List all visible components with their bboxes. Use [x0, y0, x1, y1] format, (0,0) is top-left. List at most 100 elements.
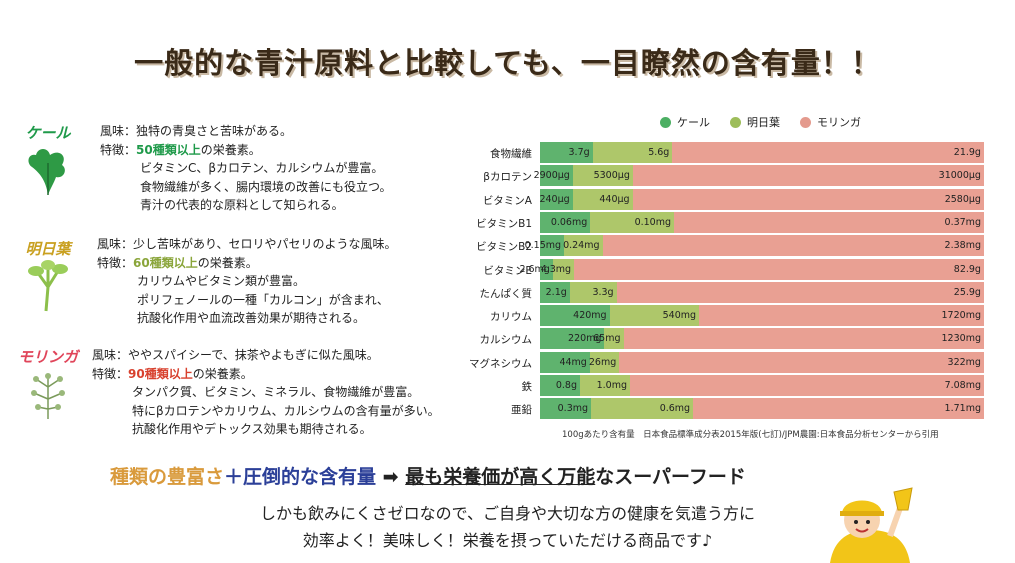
ashitaba-badge: 明日葉 — [8, 238, 88, 318]
chart-bar-ashitaba: 540mg — [609, 305, 700, 327]
ashitaba-leaf-icon — [28, 260, 68, 312]
chart-value-label: 440μg — [599, 193, 630, 205]
chart-bar-moringa: 1720mg — [699, 305, 984, 327]
moringa-name: モリンガ — [17, 348, 78, 366]
chart-bar-ashitaba: 3.3g — [569, 281, 617, 303]
chart-bar-row: 0.06mg 0.10mg 0.37mg — [540, 211, 984, 233]
chart-value-label: 420mg — [573, 310, 607, 322]
chart-category-label: カリウム — [490, 311, 532, 324]
ashitaba-detail-2: ポリフェノールの一種「カルコン」が含まれ、 — [137, 292, 389, 307]
chart-value-label: 0.06mg — [550, 216, 588, 228]
legend-item-ashitaba: 明日葉 — [730, 114, 780, 130]
kale-flavor: 風味：独特の青臭さと苦味がある。 — [100, 124, 293, 138]
chart-bar-moringa: 82.9g — [574, 258, 984, 280]
moringa-detail-2: 特にβカロテンやカリウム、カルシウムの含有量が多い。 — [132, 403, 440, 418]
chart-bar-moringa: 7.08mg — [630, 375, 984, 396]
chart-value-label: 1720mg — [941, 310, 981, 322]
chart-bar-kale: 0.3mg — [540, 398, 592, 420]
chart-bar-ashitaba: 65mg — [593, 328, 624, 350]
tagline: 種類の豊富さ＋圧倒的な含有量 ➡ 最も栄養価が高く万能なスーパーフード — [110, 462, 746, 489]
chart-category-label: ビタミンB1 — [476, 217, 532, 230]
chart-bar-row: 240μg 440μg 2580μg — [539, 188, 984, 210]
footer-line-1: しかも飲みにくさゼロなので、ご自身や大切な方の健康を気遣う方に — [259, 504, 756, 523]
chart-bar-kale: 0.8g — [540, 375, 580, 396]
kale-name: ケール — [25, 124, 71, 142]
chart-value-label: 21.9g — [953, 147, 981, 158]
chart-bar-row: 0.8g 1.0mg 7.08mg — [540, 375, 984, 396]
kale-detail-3: 青汁の代表的な原料として知られる。 — [140, 198, 344, 212]
chart-value-label: 0.37mg — [944, 216, 981, 228]
chart-value-label: 31000μg — [938, 170, 981, 182]
chart-value-label: 65mg — [593, 333, 621, 345]
chart-value-label: 5300μg — [593, 170, 630, 182]
chart-value-label: 2.38mg — [944, 240, 981, 252]
chart-category-label: ビタミンA — [482, 194, 532, 207]
chart-bar-kale: 220mg — [540, 328, 605, 350]
chart-bar-row: 420mg 540mg 1720mg — [540, 305, 984, 327]
chart-bar-ashitaba: 0.10mg — [590, 211, 675, 233]
chart-value-label: 220mg — [568, 333, 602, 345]
moringa-feature: 特徴：90種類以上の栄養素。 — [92, 366, 253, 381]
legend-dot-ashitaba — [730, 116, 741, 128]
moringa-flavor: 風味：ややスパイシーで、抹茶やよもぎに似た風味。 — [92, 348, 379, 362]
ashitaba-description: 風味：少し苦味があり、セロリやパセリのような風味。 特徴：60種類以上の栄養素。… — [97, 235, 397, 328]
chart-value-label: 0.10mg — [634, 216, 672, 228]
footer-line-2: 効率よく！美味しく！栄養を摂っていただける商品です♪ — [302, 531, 713, 550]
chart-value-label: 0.24mg — [563, 240, 600, 252]
chart-category-label: βカロテン — [483, 171, 532, 184]
chart-bar-moringa: 2580μg — [632, 188, 984, 210]
chart-value-label: 26mg — [588, 356, 617, 368]
chart-value-label: 4.3mg — [540, 263, 572, 275]
chart-bar-ashitaba: 26mg — [588, 351, 620, 373]
ashitaba-detail-1: カリウムやビタミン類が豊富。 — [137, 274, 306, 288]
chart-bar-row: 220mg 65mg 1230mg — [540, 328, 984, 350]
kale-detail-1: ビタミンC、βカロテン、カルシウムが豊富。 — [140, 161, 384, 175]
moringa-badge: モリンガ — [8, 346, 88, 426]
tagline-content: 圧倒的な含有量 — [243, 466, 377, 488]
chart-value-label: 2900μg — [533, 170, 570, 182]
chart-bar-moringa: 1230mg — [623, 328, 984, 350]
moringa-leaf-icon — [31, 373, 65, 419]
chart-value-label: 2580μg — [944, 193, 981, 205]
ashitaba-feature: 特徴：60種類以上の栄養素。 — [97, 255, 258, 270]
chart-value-label: 25.9g — [953, 286, 981, 298]
page-title: 一般的な青汁原料と比較しても、一目瞭然の含有量！！ — [134, 46, 881, 80]
legend-dot-moringa — [800, 116, 811, 128]
ashitaba-flavor: 風味：少し苦味があり、セロリやパセリのような風味。 — [97, 237, 397, 251]
chart-bar-ashitaba: 440μg — [572, 188, 633, 210]
chart-category-label: 食物繊維 — [490, 148, 532, 160]
chart-category-label: たんぱく質 — [479, 287, 533, 300]
chart-bar-ashitaba: 0.24mg — [563, 235, 603, 257]
chart-bar-ashitaba: 1.0mg — [580, 375, 630, 396]
legend-item-moringa: モリンガ — [800, 114, 861, 130]
chart-bar-row: 2900μg 5300μg 31000μg — [534, 165, 984, 187]
chart-value-label: 2.6mg — [519, 263, 550, 275]
ashitaba-name: 明日葉 — [25, 240, 71, 258]
chart-value-label: 322mg — [947, 356, 981, 368]
footer-message: しかも飲みにくさゼロなので、ご自身や大切な方の健康を気遣う方に 効率よく！美味し… — [0, 500, 1015, 554]
chart-value-label: 1.0mg — [596, 380, 627, 391]
chart-category-label: 鉄 — [521, 381, 533, 393]
kale-badge: ケール — [8, 122, 88, 202]
chart-value-label: 5.6g — [648, 147, 670, 158]
chart-bar-moringa: 0.37mg — [674, 211, 984, 233]
tagline-variety: 種類の豊富さ — [110, 466, 225, 488]
legend-item-kale: ケール — [660, 114, 710, 130]
chart-category-label: カルシウム — [479, 334, 533, 347]
chart-value-label: 1230mg — [941, 333, 981, 345]
arrow-icon: ➡ — [382, 466, 399, 488]
kale-leaf-icon — [28, 149, 65, 195]
chart-bar-row: 2.6mg 4.3mg 82.9g — [519, 258, 984, 280]
chart-bar-ashitaba: 0.6mg — [591, 398, 694, 420]
chart-value-label: 44mg — [559, 356, 587, 368]
chart-bar-moringa: 322mg — [619, 351, 984, 373]
kale-description: 風味：独特の青臭さと苦味がある。 特徴：50種類以上の栄養素。 ビタミンC、βカ… — [100, 122, 392, 215]
moringa-description: 風味：ややスパイシーで、抹茶やよもぎに似た風味。 特徴：90種類以上の栄養素。 … — [92, 346, 440, 439]
legend-dot-kale — [660, 116, 671, 128]
chart-bar-row: 2.1g 3.3g 25.9g — [540, 281, 984, 303]
chart-bar-ashitaba: 5300μg — [572, 165, 633, 187]
moringa-detail-3: 抗酸化作用やデトックス効果も期待される。 — [132, 422, 372, 436]
tagline-highlight: 最も栄養価が高く万能 — [405, 466, 596, 488]
chart-bar-kale: 0.15mg — [525, 235, 565, 257]
chart-value-label: 3.3g — [592, 286, 614, 298]
